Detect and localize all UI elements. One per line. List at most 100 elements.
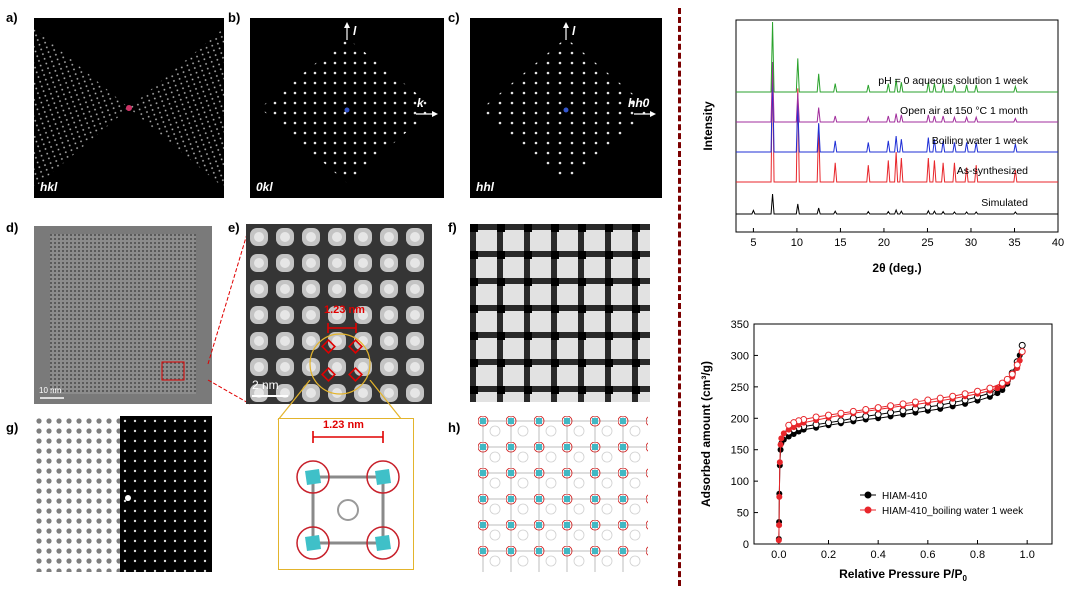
tem-overview-image: 10 nm <box>34 226 212 404</box>
legend-marker-boiling <box>864 506 872 514</box>
iso-adsorption-point <box>776 522 783 529</box>
pxrd-series-label: Open air at 150 °C 1 month <box>900 105 1028 117</box>
iso-desorption-point <box>837 417 845 425</box>
linker-frame <box>311 475 385 545</box>
panel-divider <box>678 8 681 586</box>
structure-model <box>478 416 648 572</box>
reflection-cone-left <box>34 28 129 188</box>
0kl-label: 0kl <box>256 180 273 194</box>
iso-adsorption-point <box>776 493 783 500</box>
spot-lattice <box>34 416 120 572</box>
simulated-diffraction <box>34 416 120 572</box>
hhl-label: hhl <box>476 180 494 194</box>
iso-desorption-point <box>887 402 895 410</box>
l-axis-label: l <box>353 24 357 38</box>
unit-highlight-circle <box>309 333 371 395</box>
iso-x-tick-label: 1.0 <box>1020 549 1035 561</box>
iso-adsorption-point <box>775 537 782 544</box>
diffraction-hhl-drawing <box>480 22 656 183</box>
panel-label-b: b) <box>228 10 241 25</box>
pxrd-x-tick-label: 20 <box>878 237 890 249</box>
isotherm-x-axis-label-sub: 0 <box>962 574 967 583</box>
diffraction-hkl-drawing <box>34 28 224 188</box>
isotherm-legend: HIAM-410 HIAM-410_boiling water 1 week <box>860 491 1024 517</box>
iso-adsorption-point <box>994 390 1001 397</box>
crystal-lattice <box>50 234 196 394</box>
inset-line-right <box>369 380 403 421</box>
pxrd-series-labels: Simulated As-synthesized Boiling water 1 w… <box>878 75 1028 209</box>
iso-desorption-point <box>949 392 957 400</box>
inset-distance-bar <box>312 431 384 443</box>
iso-desorption-point <box>986 384 994 392</box>
zoom-region-box <box>161 361 185 381</box>
k-axis-label: k <box>417 96 424 110</box>
iso-desorption-point <box>874 404 882 412</box>
l-axis-arrowhead <box>344 22 350 28</box>
pxrd-series-label: pH = 0 aqueous solution 1 week <box>878 75 1028 87</box>
scale-bar-label: 10 nm <box>39 386 62 395</box>
isotherm-y-axis-label: Adsorbed amount (cm³/g) <box>699 361 713 507</box>
panel-label-g: g) <box>6 420 19 435</box>
legend-marker-hiam <box>864 491 872 499</box>
simulated-image-drawing <box>470 224 650 402</box>
iso-y-tick-label: 150 <box>731 445 749 457</box>
iso-y-tick-label: 100 <box>731 476 749 488</box>
pxrd-x-tick-label: 10 <box>791 237 803 249</box>
iso-y-tick-label: 300 <box>731 350 749 362</box>
node-marker <box>348 367 363 382</box>
lattice-texture <box>470 224 650 402</box>
node-marker <box>348 339 363 354</box>
beam-center <box>126 105 132 111</box>
iso-desorption-point <box>1018 348 1026 356</box>
iso-x-tick-label: 0.4 <box>871 549 886 561</box>
iso-desorption-point <box>1018 341 1026 349</box>
pxrd-x-tick-label: 40 <box>1052 237 1064 249</box>
pxrd-series-line <box>736 193 1058 215</box>
panel-label-h: h) <box>448 420 461 435</box>
legend-text-hiam: HIAM-410 <box>882 491 927 502</box>
panel-label-f: f) <box>448 220 457 235</box>
pxrd-chart: 5 10 15 20 25 30 35 40 Simulated As-synthesized B… <box>701 19 1064 275</box>
iso-y-tick-label: 350 <box>731 319 749 331</box>
beam-center <box>563 107 569 113</box>
pxrd-series-label: Boiling water 1 week <box>932 135 1029 147</box>
iso-desorption-point <box>862 405 870 413</box>
pxrd-x-tick-label: 35 <box>1008 237 1020 249</box>
iso-x-tick-label: 0.2 <box>821 549 836 561</box>
metal-cluster-bl <box>296 526 330 560</box>
node-marker <box>321 367 336 382</box>
metal-cluster-br <box>366 526 400 560</box>
iso-y-tick-label: 200 <box>731 413 749 425</box>
iso-desorption-point <box>812 413 820 421</box>
structure-model-drawing <box>478 416 648 572</box>
iso-desorption-point <box>924 396 932 404</box>
l-axis-label: l <box>572 24 576 38</box>
isotherm-series-group <box>775 341 1026 544</box>
hrtem-drawing <box>246 224 432 404</box>
diffraction-pattern-hkl: hkl <box>34 18 224 198</box>
iso-adsorption-point <box>778 435 785 442</box>
panel-label-c: c) <box>448 10 460 25</box>
inset-distance-label: 1.23 nm <box>323 419 364 431</box>
isotherm-x-axis-label-main: Relative Pressure P/P <box>839 567 962 581</box>
simulated-image <box>470 224 650 402</box>
isotherm-chart: 0.0 0.2 0.4 0.6 0.8 1.0050100150200250300350 … <box>699 319 1053 583</box>
iso-y-tick-label: 50 <box>737 508 749 520</box>
diffraction-pattern-0kl: l k 0kl <box>250 18 444 198</box>
pxrd-y-axis-label: Intensity <box>701 101 715 151</box>
lattice-texture <box>246 224 432 404</box>
pxrd-x-tick-label: 25 <box>921 237 933 249</box>
pxrd-series-line <box>736 61 1058 123</box>
tem-overview-drawing <box>40 234 196 399</box>
iso-desorption-point <box>899 400 907 408</box>
reflection-cone-right <box>129 28 224 188</box>
structure-inset-drawing <box>296 431 400 560</box>
distance-bar <box>327 323 357 333</box>
iso-desorption-point <box>998 379 1006 387</box>
diffraction-pattern-hhl: l hh0 hhl <box>470 18 662 198</box>
experimental-diffraction-drawing <box>120 416 212 572</box>
node-marker <box>321 339 336 354</box>
iso-desorption-point <box>1003 375 1011 383</box>
pxrd-x-tick-label: 15 <box>834 237 846 249</box>
framework-lattice <box>478 416 648 572</box>
